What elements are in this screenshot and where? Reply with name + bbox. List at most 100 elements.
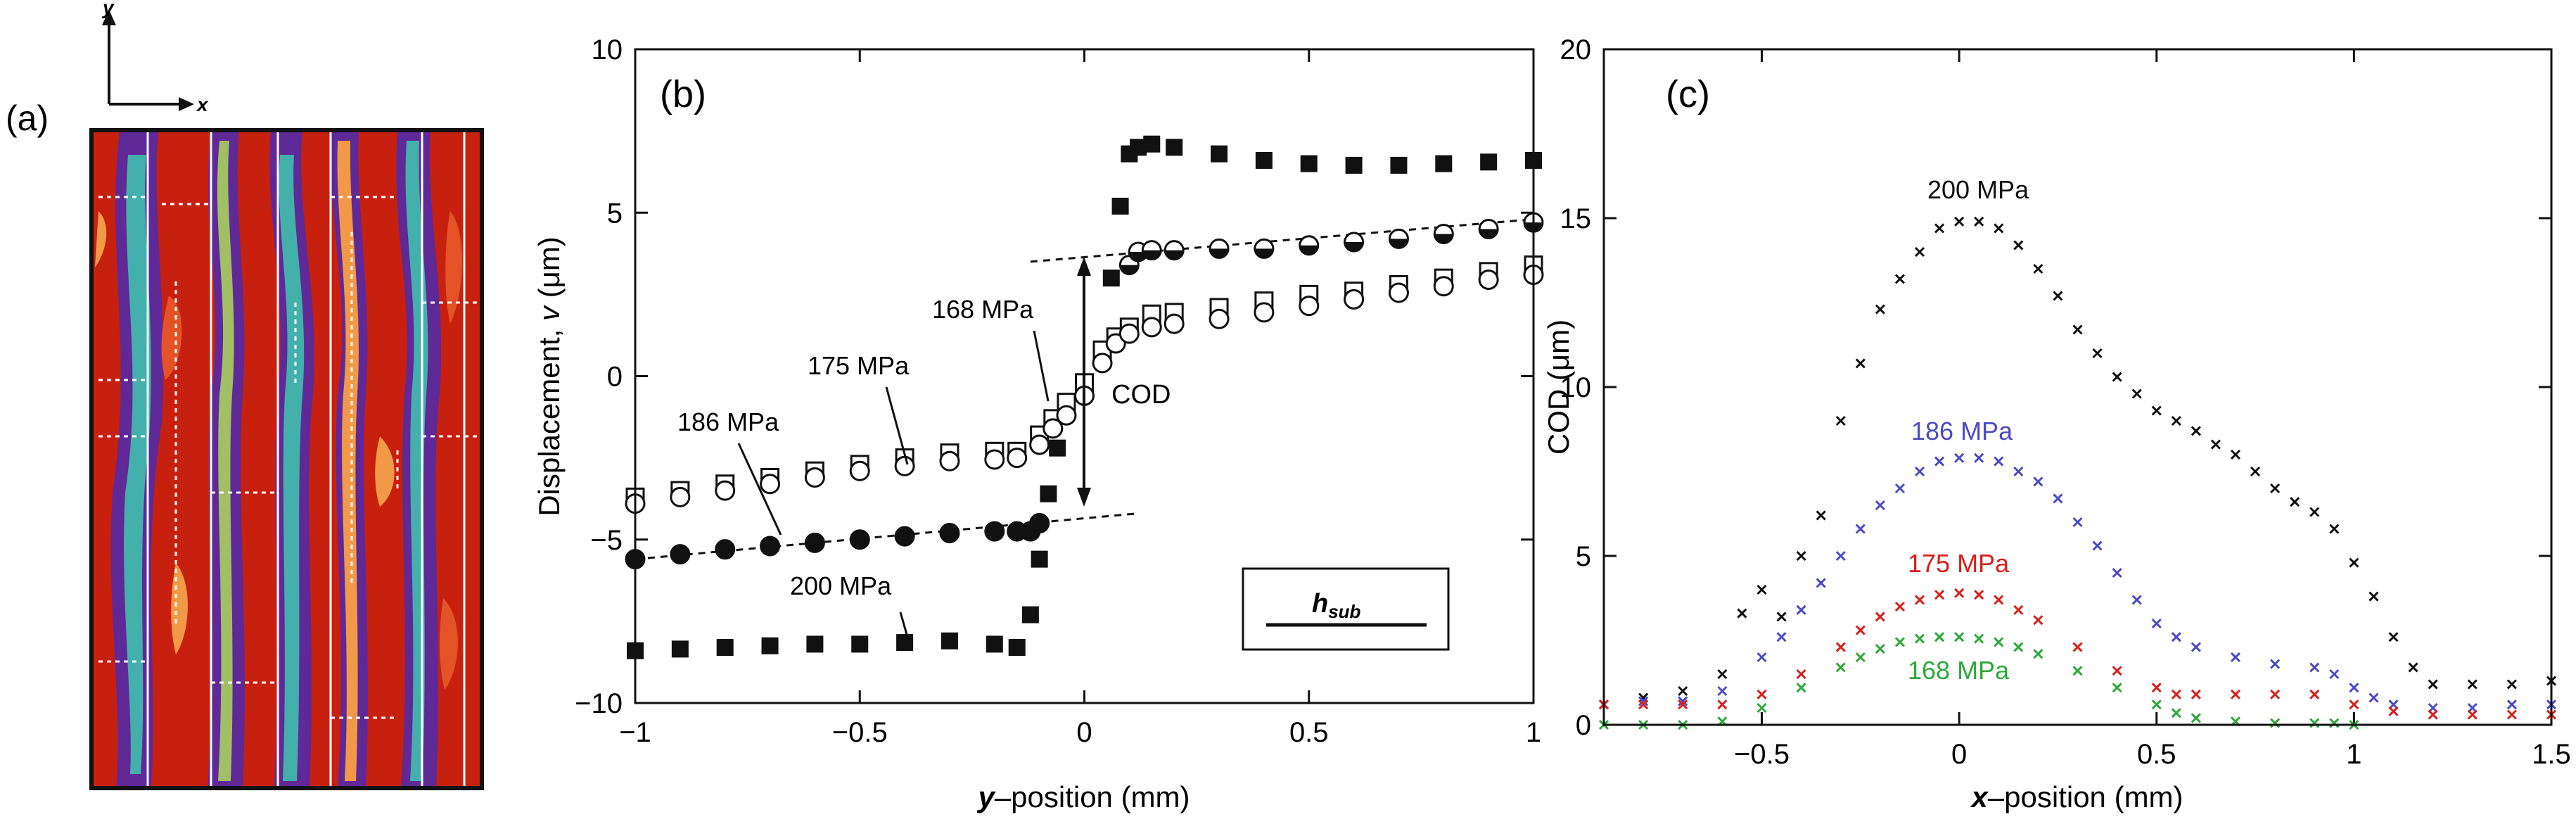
data-point-175-mpa [2467, 709, 2478, 720]
data-point-175-mpa [1092, 353, 1113, 374]
data-point-175-mpa [1344, 289, 1365, 310]
data-point-168-mpa [1855, 652, 1866, 663]
data-point-175-mpa [1105, 333, 1126, 354]
data-point-200-mpa [1390, 156, 1408, 174]
data-point-175-mpa [760, 474, 781, 495]
data-point-186-mpa [2131, 595, 2142, 605]
data-point-200-mpa [1040, 485, 1057, 502]
data-point-186-mpa [1816, 578, 1826, 588]
data-point-168-mpa [1914, 633, 1925, 644]
point-half-fill [670, 554, 689, 564]
x-tick-label: −1 [619, 717, 651, 748]
upper-fit-line [1030, 218, 1534, 263]
data-point-200-mpa [1435, 155, 1453, 172]
data-point-168-mpa [1796, 683, 1806, 693]
data-point-175-mpa [984, 449, 1005, 470]
data-point-200-mpa [2388, 632, 2399, 642]
data-point-186-mpa [2171, 632, 2181, 642]
data-point-175-mpa [1163, 313, 1185, 334]
data-point-175-mpa [1254, 302, 1275, 323]
x-tick-label: 1 [2346, 739, 2361, 770]
series-label-168: 168 MPa [932, 295, 1050, 402]
x-tick-label: 0.5 [1289, 717, 1329, 748]
x-tick-label: 0 [1076, 717, 1092, 748]
data-point-200-mpa [2349, 557, 2359, 568]
strain-map-image [91, 130, 482, 788]
data-point-200-mpa [671, 640, 689, 658]
y-tick-label: 10 [592, 34, 623, 65]
series-label-200: 200 MPa [1927, 175, 2029, 204]
point-half-fill [1021, 531, 1040, 541]
data-point-200-mpa [2072, 324, 2083, 335]
coordinate-axes-icon: y x [101, 0, 209, 115]
data-point-175-mpa [1678, 699, 1688, 710]
panel-c-x-axis-label: x–position (mm) [1970, 780, 2183, 813]
data-point-200-mpa [2092, 348, 2103, 359]
data-point-168-mpa [1894, 637, 1906, 647]
data-point-168-mpa [2033, 649, 2043, 659]
data-point-186-mpa [2349, 683, 2359, 693]
data-point-200-mpa [1875, 304, 1885, 315]
data-point-200-mpa [1954, 216, 1965, 227]
data-point-200-mpa [806, 635, 824, 653]
panel-b-y-axis-label: Displacement, v (μm) [533, 236, 566, 517]
data-point-168-mpa [2151, 699, 2162, 710]
point-half-fill [1120, 265, 1139, 274]
data-point-175-mpa [2428, 709, 2438, 720]
data-point-186-mpa [1776, 632, 1787, 642]
data-point-200-mpa [2033, 263, 2043, 274]
data-point-175-mpa [1141, 317, 1162, 338]
data-point-175-mpa [1433, 276, 1454, 297]
y-tick-label: −10 [575, 688, 623, 719]
axis-y-letter: y [101, 0, 115, 18]
data-point-175-mpa [1835, 642, 1846, 652]
data-point-175-mpa [1756, 689, 1767, 699]
data-point-200-mpa [1480, 153, 1498, 171]
data-point-200-mpa [851, 635, 869, 653]
data-point-175-mpa [1029, 434, 1050, 455]
data-point-200-mpa [1914, 246, 1925, 258]
data-point-186-mpa [2072, 517, 2083, 528]
data-point-200-mpa [2428, 679, 2438, 690]
data-point-200-mpa [1994, 223, 2004, 234]
panel-c-plot-frame [1602, 48, 2553, 726]
data-point-186-mpa [2013, 466, 2024, 477]
data-point-200-mpa [2309, 507, 2320, 517]
data-point-168-mpa [2191, 713, 2201, 723]
data-point-175-mpa [2151, 683, 2162, 693]
data-point-200-mpa [1049, 439, 1066, 457]
data-point-175-mpa [1388, 282, 1409, 303]
data-point-186-mpa [1756, 652, 1767, 663]
data-point-200-mpa [2230, 449, 2241, 460]
y-tick-label: 5 [1576, 541, 1591, 572]
y-tick-label: 15 [1560, 203, 1592, 234]
svg-text:186 MPa: 186 MPa [677, 407, 779, 436]
data-point-186-mpa [2151, 618, 2162, 629]
data-point-175-mpa [1118, 323, 1140, 344]
point-half-fill [1299, 245, 1318, 255]
point-half-fill [760, 546, 779, 556]
data-point-168-mpa [2329, 718, 2340, 728]
axis-x-letter: x [196, 94, 209, 115]
data-point-186-mpa [2506, 699, 2517, 710]
cod-annotation: COD [1077, 257, 1171, 507]
data-point-186-mpa [1638, 696, 1649, 707]
data-point-175-mpa [2013, 604, 2024, 615]
svg-text:hsub: hsub [1312, 589, 1361, 622]
x-tick-label: 1 [1526, 717, 1541, 748]
x-tick-label: 0 [1951, 739, 1967, 770]
data-point-200-mpa [1835, 415, 1846, 426]
series-label-186: 186 MPa [1911, 417, 2013, 445]
data-point-175-mpa [2270, 689, 2281, 699]
data-point-175-mpa [849, 460, 870, 481]
data-point-168-mpa [1875, 643, 1885, 654]
data-point-175-mpa [1299, 296, 1320, 317]
data-point-200-mpa [1678, 685, 1688, 697]
data-point-175-mpa [2072, 642, 2083, 652]
point-half-fill [1210, 248, 1229, 258]
panel-b-chart: (b) −1 −0.5 0 0.5 1 −10 −5 0 5 10 y–position (mm)… [533, 34, 1544, 813]
data-point-186-mpa [2191, 642, 2201, 652]
data-point-175-mpa [1478, 269, 1499, 290]
data-point-175-mpa [1056, 405, 1077, 426]
